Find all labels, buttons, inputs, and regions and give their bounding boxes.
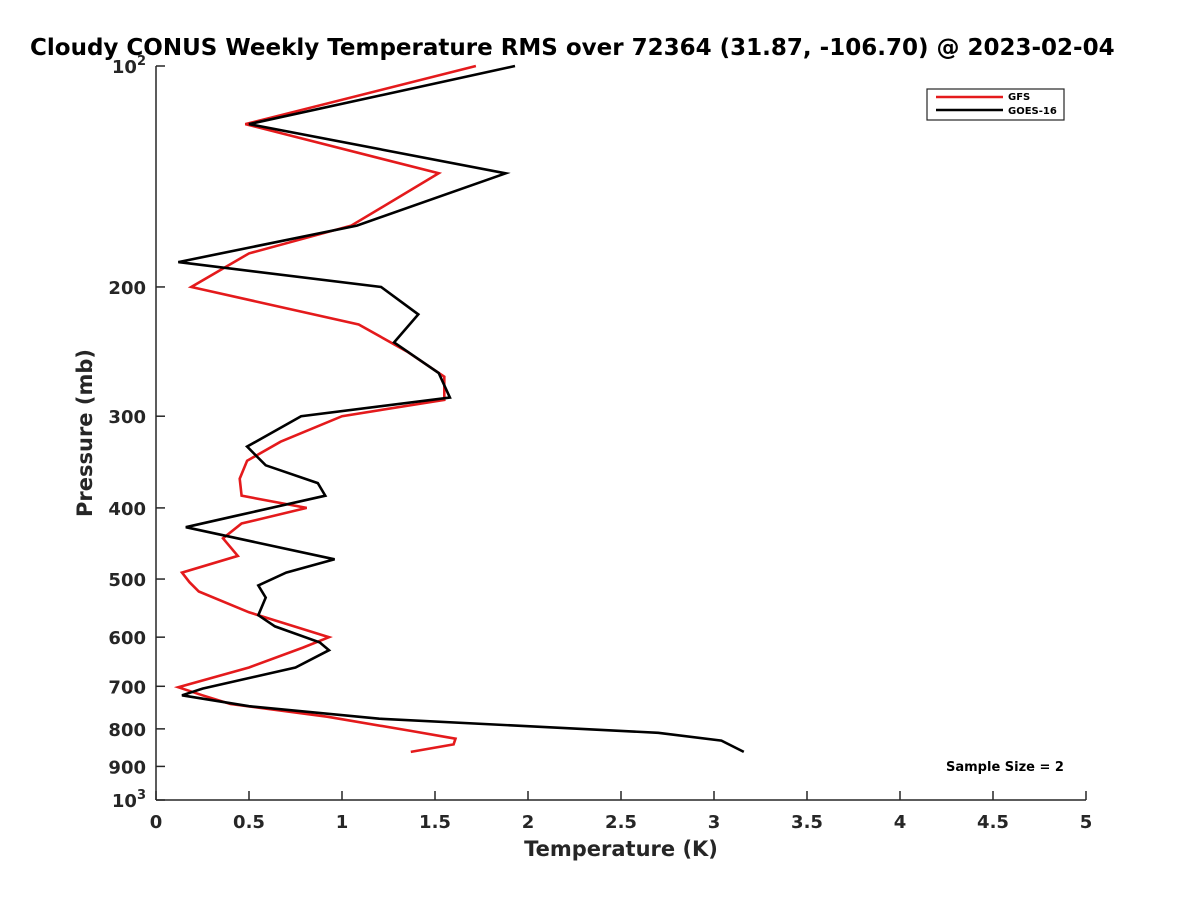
x-tick-label: 3.5: [791, 812, 823, 833]
y-tick-label: 700: [108, 677, 146, 698]
legend: GFS GOES-16: [926, 88, 1065, 121]
x-tick-label: 1.5: [419, 812, 451, 833]
x-tick-label: 2: [522, 812, 535, 833]
legend-label-goes16: GOES-16: [1008, 106, 1057, 117]
plot-lines: [173, 64, 745, 754]
y-tick-label: 400: [108, 499, 146, 520]
x-tick-label: 2.5: [605, 812, 637, 833]
x-tick-label: 1: [336, 812, 349, 833]
y-ticks: 102 200 300 400 500 600 700 800 900 103: [108, 54, 165, 812]
y-axis-label: Pressure (mb): [73, 349, 97, 517]
y-tick-label: 600: [108, 628, 146, 649]
x-tick-label: 4.5: [977, 812, 1009, 833]
x-tick-label: 0.5: [233, 812, 265, 833]
legend-label-gfs: GFS: [1008, 92, 1030, 103]
x-axis-label: Temperature (K): [524, 837, 718, 861]
x-ticks: 0 0.5 1 1.5 2 2.5 3 3.5 4 4.5 5: [150, 791, 1093, 833]
sample-size-annotation: Sample Size = 2: [946, 760, 1064, 775]
x-tick-label: 5: [1080, 812, 1093, 833]
x-tick-label: 0: [150, 812, 163, 833]
y-tick-label: 200: [108, 278, 146, 299]
chart-title: Cloudy CONUS Weekly Temperature RMS over…: [30, 35, 1115, 61]
y-tick-label: 102: [112, 54, 146, 78]
y-tick-label: 900: [108, 757, 146, 778]
series-line-goes16: [178, 64, 745, 754]
legend-box: [926, 88, 1065, 121]
y-tick-label: 103: [112, 788, 146, 812]
y-tick-label: 300: [108, 407, 146, 428]
x-tick-label: 3: [708, 812, 721, 833]
x-tick-label: 4: [894, 812, 907, 833]
y-tick-label: 800: [108, 720, 146, 741]
y-tick-label: 500: [108, 570, 146, 591]
